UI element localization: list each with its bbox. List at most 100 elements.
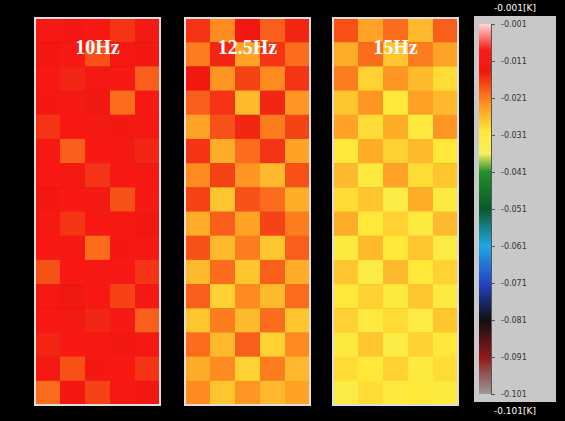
heat-cell <box>185 260 211 285</box>
heat-cell <box>235 212 261 237</box>
heat-cell <box>135 332 160 357</box>
heat-cell <box>383 284 409 309</box>
heat-cell <box>135 357 160 382</box>
heat-cell <box>408 260 434 285</box>
colorbar-tick: -0.011 <box>491 57 527 66</box>
heat-cell <box>35 139 61 164</box>
colorbar-tick: -0.041 <box>491 168 527 177</box>
colorbar-tick-mark <box>491 24 495 25</box>
heat-cell <box>260 91 286 116</box>
heat-cell <box>235 236 261 261</box>
heat-cell <box>185 42 211 67</box>
heat-cell <box>135 381 160 405</box>
heat-cell <box>333 284 359 309</box>
heat-cell <box>235 284 261 309</box>
heat-cell <box>285 91 310 116</box>
colorbar-tick-label: -0.011 <box>501 57 527 66</box>
heat-cell <box>60 308 86 333</box>
colorbar-tick: -0.051 <box>491 205 527 214</box>
heat-cell <box>235 91 261 116</box>
colorbar-tick: -0.031 <box>491 131 527 140</box>
colorbar-tick-label: -0.051 <box>501 205 527 214</box>
heat-cell <box>333 236 359 261</box>
heat-cell <box>85 115 111 140</box>
heat-cell <box>135 308 160 333</box>
heat-cell <box>285 115 310 140</box>
heat-cell <box>358 139 384 164</box>
heat-cell <box>433 66 458 91</box>
colorbar-max-label: -0.001[K] <box>494 3 536 13</box>
heat-cell <box>433 357 458 382</box>
heat-cell <box>260 115 286 140</box>
heat-cell <box>60 357 86 382</box>
heat-cell <box>135 91 160 116</box>
heat-cell <box>285 284 310 309</box>
heat-cell <box>285 260 310 285</box>
heat-cell <box>210 284 236 309</box>
heat-cell <box>210 308 236 333</box>
heat-cell <box>60 91 86 116</box>
colorbar-axis-line <box>492 25 496 395</box>
heat-cell <box>110 187 136 212</box>
heat-cell <box>210 357 236 382</box>
heat-cell <box>408 236 434 261</box>
heat-cell <box>433 332 458 357</box>
heat-cell <box>383 187 409 212</box>
heat-cell <box>285 236 310 261</box>
heat-cell <box>260 66 286 91</box>
heat-cell <box>408 115 434 140</box>
heat-cell <box>110 381 136 405</box>
heat-cell <box>110 115 136 140</box>
heat-cell <box>135 42 160 67</box>
heat-cell <box>285 66 310 91</box>
heat-cell <box>135 18 160 43</box>
panel-frame <box>185 18 310 405</box>
panel-title: 10Hz <box>75 36 120 58</box>
colorbar-tick-label: -0.071 <box>501 279 527 288</box>
heat-cell <box>333 42 359 67</box>
colorbar <box>479 24 491 394</box>
heat-cell <box>358 236 384 261</box>
heat-cell <box>35 66 61 91</box>
heat-cell <box>135 284 160 309</box>
heat-cell <box>333 332 359 357</box>
heat-cell <box>110 91 136 116</box>
heat-cell <box>285 139 310 164</box>
colorbar-tick-mark <box>491 394 495 395</box>
heat-cell <box>60 139 86 164</box>
heat-cell <box>210 91 236 116</box>
heat-cell <box>35 115 61 140</box>
heat-cell <box>60 163 86 188</box>
heat-cell <box>85 357 111 382</box>
heat-cell <box>260 332 286 357</box>
heat-cell <box>358 163 384 188</box>
heat-cell <box>333 260 359 285</box>
heat-cell <box>333 357 359 382</box>
heat-cell <box>333 308 359 333</box>
colorbar-tick-mark <box>491 357 495 358</box>
heat-cell <box>210 332 236 357</box>
heat-cell <box>235 115 261 140</box>
background <box>0 0 565 421</box>
heat-cell <box>383 66 409 91</box>
heat-cell <box>110 139 136 164</box>
heat-cell <box>85 381 111 405</box>
heat-cell <box>285 308 310 333</box>
heat-cell <box>35 332 61 357</box>
heat-cell <box>358 381 384 405</box>
heat-cell <box>383 91 409 116</box>
colorbar-tick-mark <box>491 283 495 284</box>
heat-cell <box>210 163 236 188</box>
heat-cell <box>35 212 61 237</box>
panel-title: 15Hz <box>373 36 418 58</box>
heat-cell <box>35 236 61 261</box>
colorbar-tick: -0.021 <box>491 94 527 103</box>
heat-cell <box>260 212 286 237</box>
heat-cell <box>235 381 261 405</box>
heat-cell <box>35 284 61 309</box>
heat-cell <box>185 381 211 405</box>
heat-cell <box>35 42 61 67</box>
heat-cell <box>333 187 359 212</box>
colorbar-tick-mark <box>491 320 495 321</box>
heat-cell <box>358 308 384 333</box>
